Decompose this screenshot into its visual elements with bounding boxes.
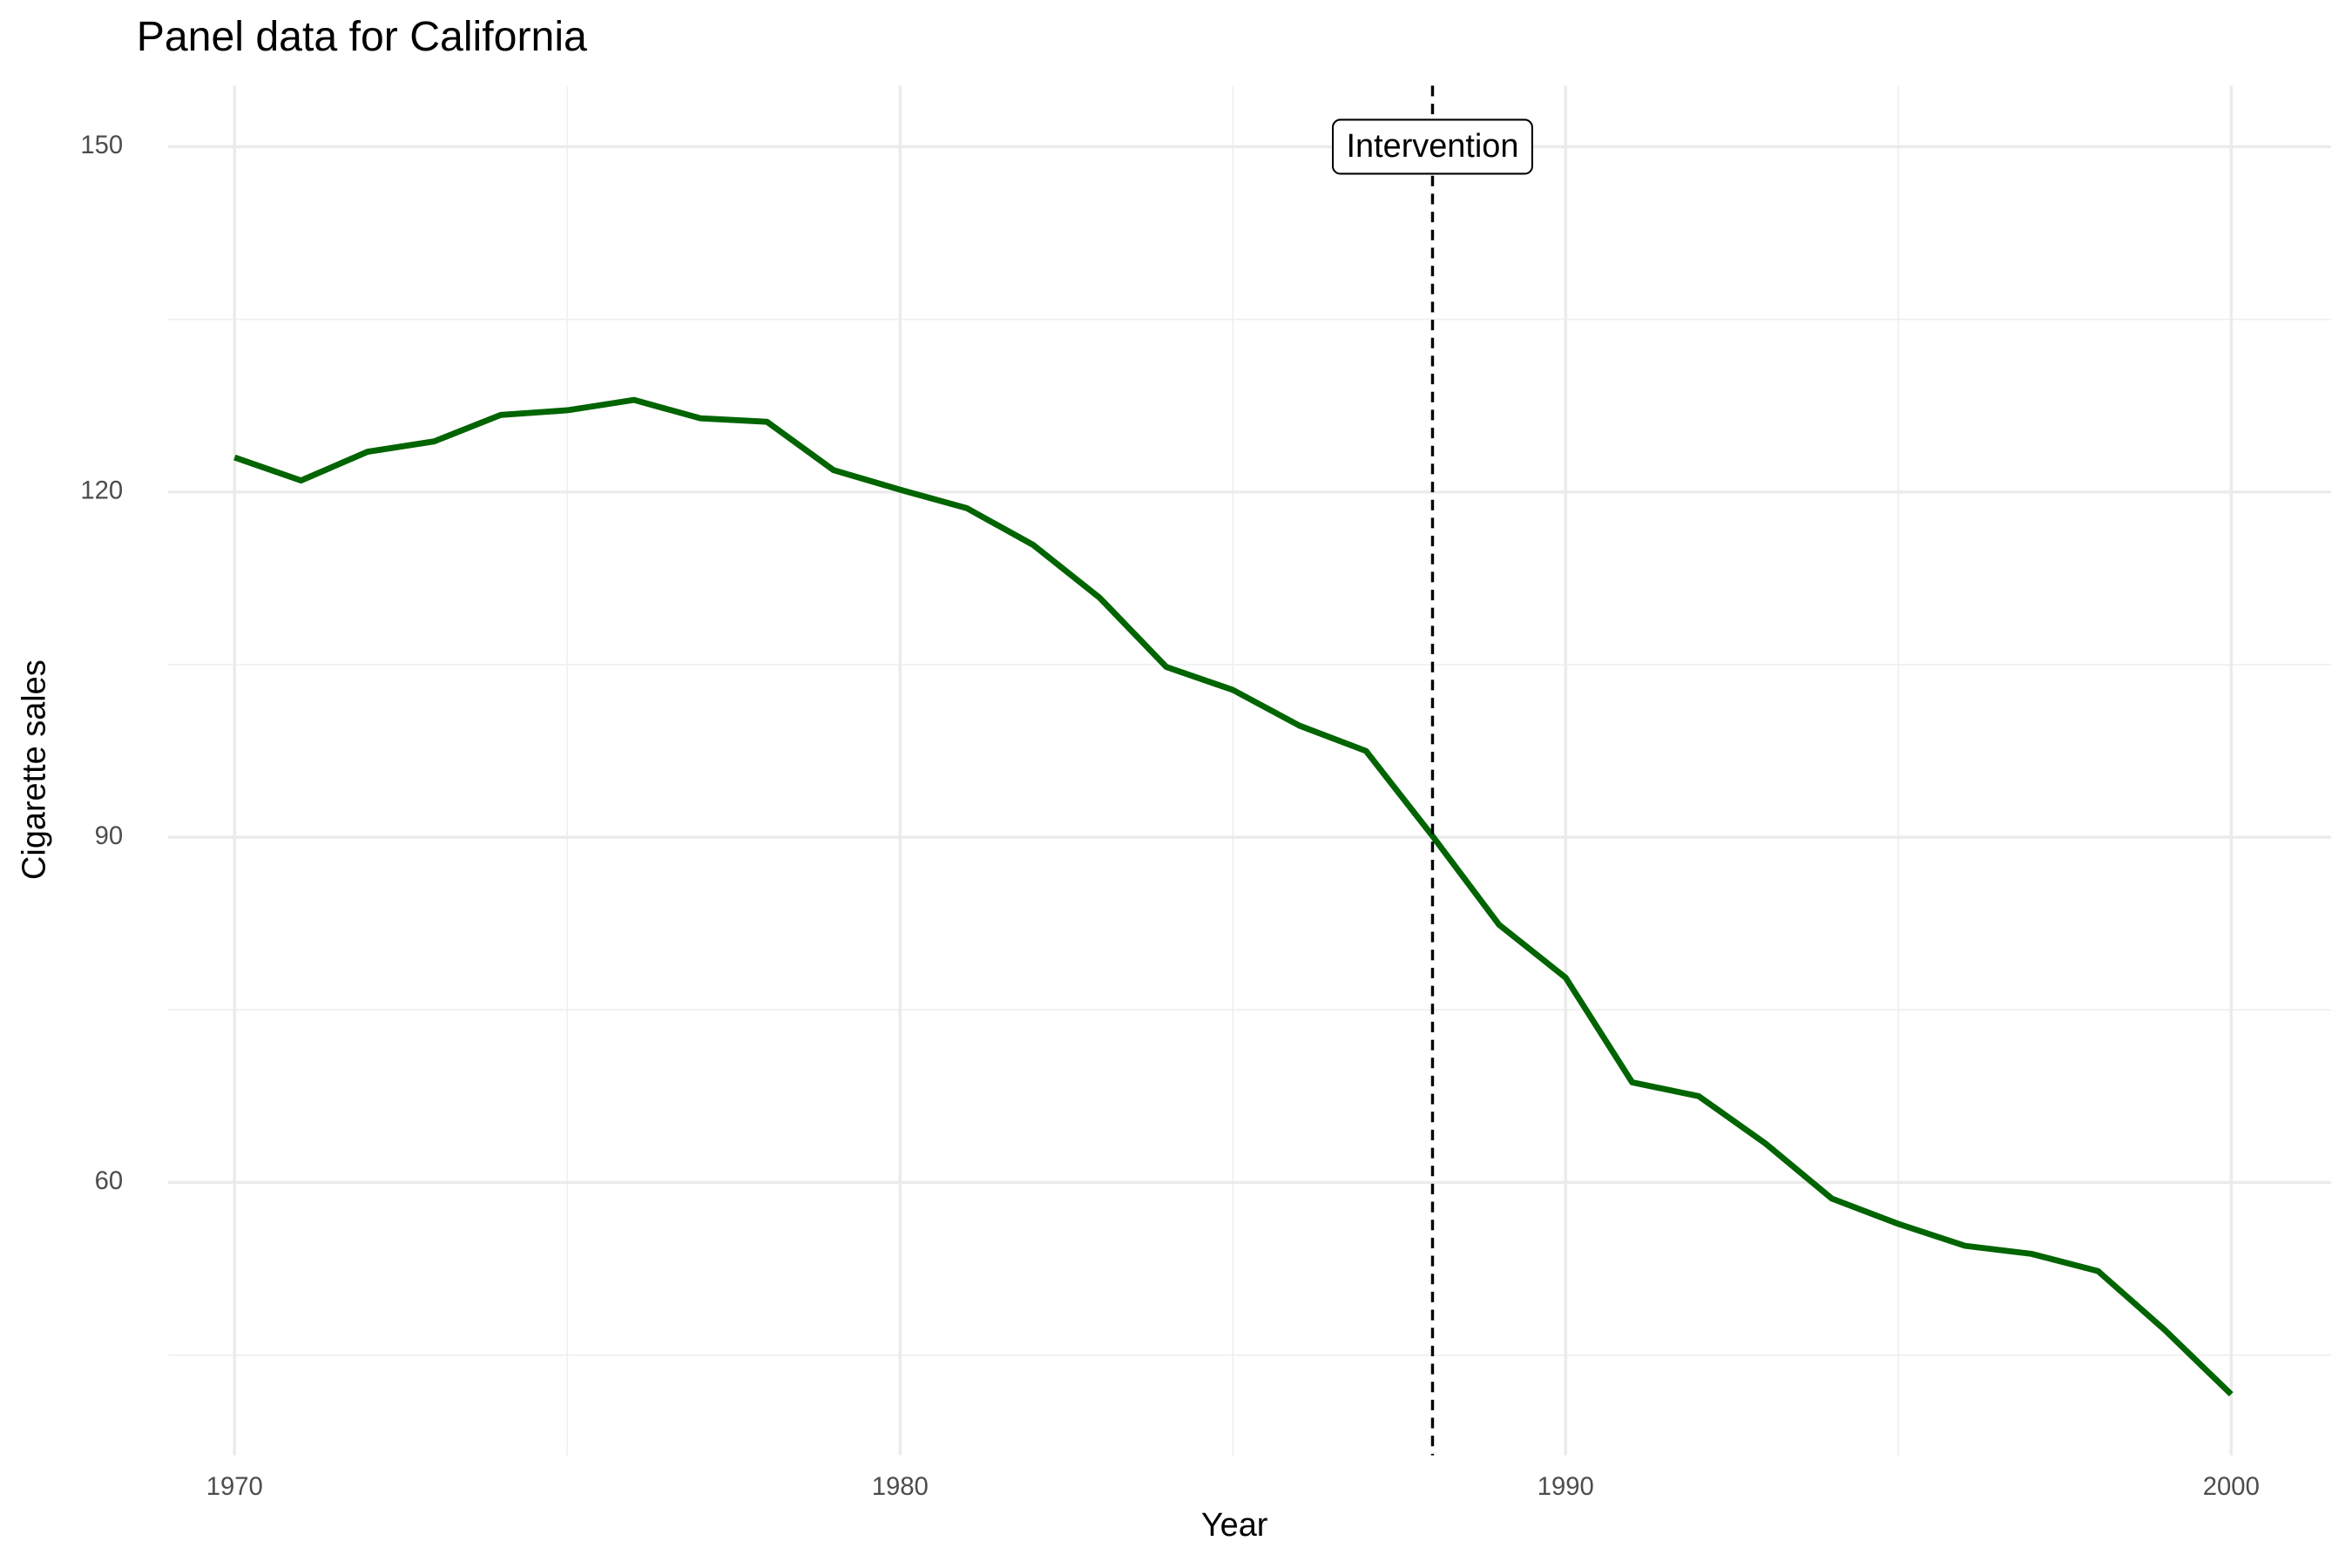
y-axis-label: Cigarette sales	[16, 659, 52, 880]
line	[233, 396, 2234, 1397]
y-tick-label: 90	[95, 822, 124, 850]
x-tick-label: 2000	[2203, 1473, 2260, 1501]
x-tick-label: 1970	[206, 1473, 263, 1501]
x-axis-label: Year	[1201, 1507, 1268, 1544]
x-tick-label: 1990	[1538, 1473, 1594, 1501]
annotation-box	[1331, 118, 1533, 175]
chart-title: Panel data for California	[137, 13, 587, 60]
annotation-label: Intervention	[1347, 128, 1519, 165]
y-tick-label: 150	[80, 132, 123, 159]
x-tick-label: 1980	[872, 1473, 929, 1501]
y-tick-label: 120	[80, 477, 123, 505]
y-tick-label: 60	[95, 1167, 124, 1195]
